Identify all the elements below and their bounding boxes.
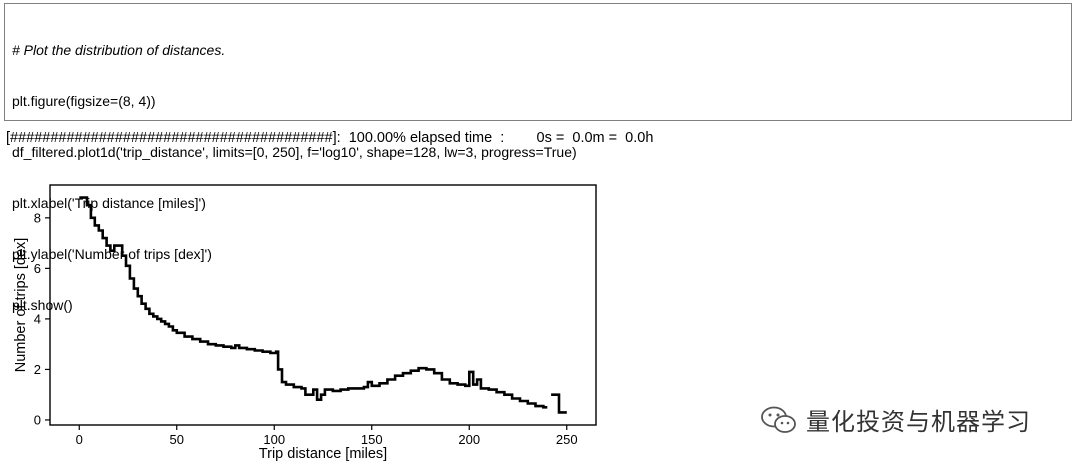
code-line: plt.ylabel('Number of trips [dex]'): [12, 246, 212, 262]
x-axis: 0 50 100 150 200 250: [76, 425, 578, 447]
y-tick-label: 2: [34, 362, 41, 377]
series-line: [79, 196, 567, 414]
code-line: plt.figure(figsize=(8, 4)): [12, 93, 156, 109]
code-cell[interactable]: # Plot the distribution of distances. pl…: [4, 3, 1072, 313]
watermark: 量化投资与机器学习: [760, 402, 1031, 437]
code-line: plt.show(): [12, 297, 73, 313]
y-tick-label: 0: [34, 412, 41, 427]
wechat-icon: [761, 406, 796, 433]
x-tick-label: 100: [263, 432, 285, 447]
x-tick-label: 0: [76, 432, 83, 447]
x-tick-label: 200: [458, 432, 480, 447]
y-tick-label: 6: [34, 261, 41, 276]
histogram-chart: 0 50 100 150 200 250 0 2 4 6 8 Trip distance [mil…: [13, 184, 597, 462]
x-tick-label: 150: [361, 432, 383, 447]
y-axis-label: Number of trips [dex]: [13, 238, 29, 373]
watermark-text: 量化投资与机器学习: [806, 408, 1031, 436]
y-tick-label: 8: [34, 210, 41, 225]
plot-frame: [49, 184, 597, 426]
y-axis: 0 2 4 6 8: [34, 210, 50, 427]
progress-output: [#######################################…: [6, 130, 654, 146]
y-tick-label: 4: [34, 311, 41, 326]
x-tick-label: 250: [556, 432, 578, 447]
x-tick-label: 50: [170, 432, 184, 447]
series-layer: [79, 196, 567, 414]
code-line: plt.xlabel('Trip distance [miles]'): [12, 195, 206, 211]
x-axis-label: Trip distance [miles]: [259, 446, 387, 462]
chart-output: 0 50 100 150 200 250 0 2 4 6 8 Trip distance [mil…: [0, 180, 610, 467]
code-line: df_filtered.plot1d('trip_distance', limi…: [12, 144, 577, 160]
code-line: # Plot the distribution of distances.: [12, 42, 226, 58]
